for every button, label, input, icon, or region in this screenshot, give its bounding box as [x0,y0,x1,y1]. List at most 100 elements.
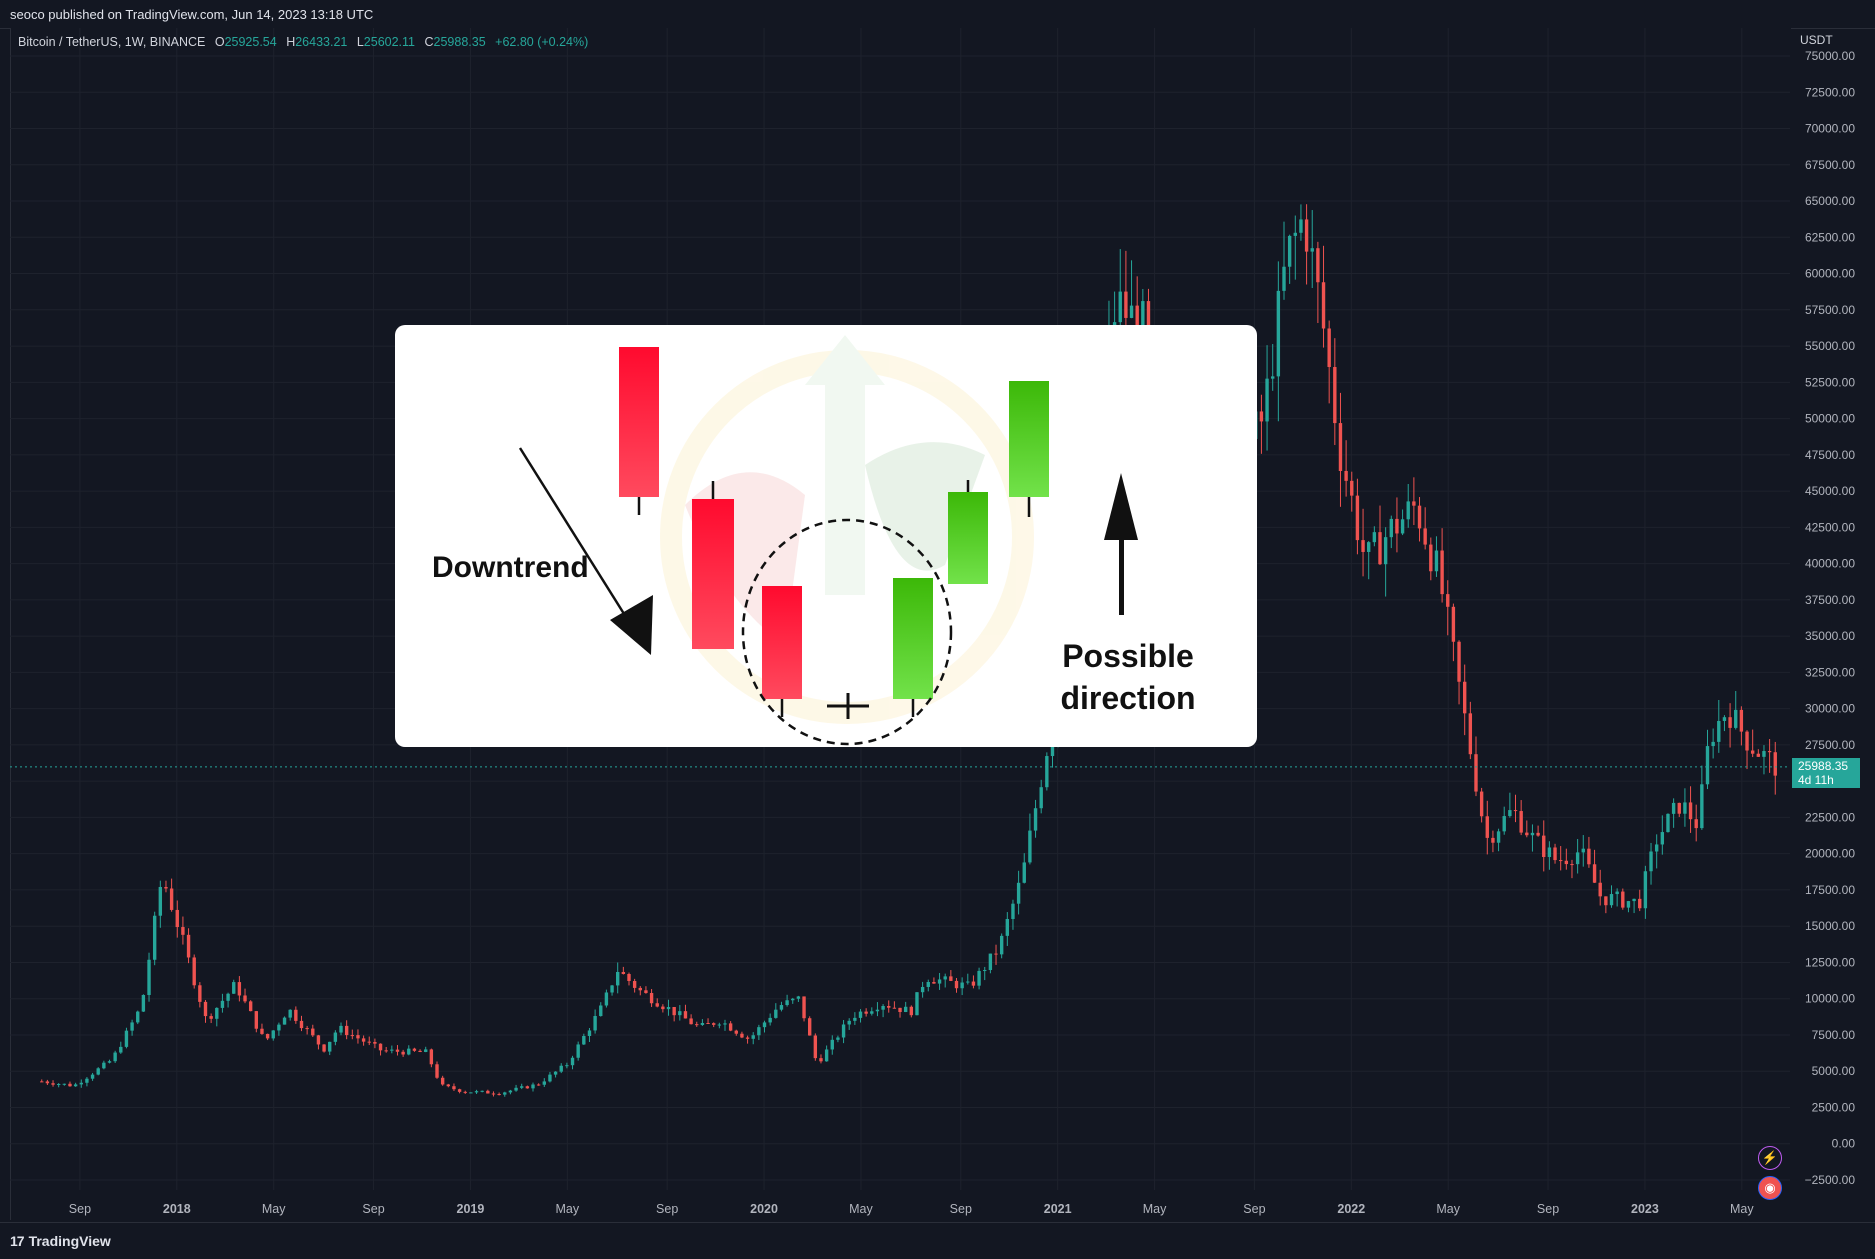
candle-body [367,1041,371,1043]
candle-body [1479,791,1484,817]
candle-body [932,982,936,984]
candle-body [469,1092,473,1094]
candle-body [440,1077,445,1085]
brand-name: TradingView [28,1233,111,1249]
y-tick-label: 5000.00 [1812,1064,1856,1078]
candle-body [807,1018,812,1036]
candle-body [1604,896,1608,906]
candle-body [520,1086,524,1088]
candle-body [40,1081,44,1083]
candle-body [1389,518,1393,538]
candle-body [1575,852,1580,865]
open-value: 25925.54 [224,35,277,49]
y-tick-label: 30000.00 [1805,702,1855,716]
candle-body [1299,219,1303,233]
candle-body [1316,248,1320,283]
candle-body [1649,851,1653,872]
candle-body [1530,832,1535,836]
candle-body [1462,681,1467,714]
candle-body [734,1030,738,1034]
x-tick-label: Sep [1537,1202,1559,1216]
candle-body [1129,305,1134,318]
y-tick-label: 37500.00 [1805,593,1855,607]
candle-body [994,953,998,955]
x-tick-label: May [1143,1202,1167,1216]
lightning-icon[interactable]: ⚡ [1758,1146,1782,1170]
candle-body [1417,505,1422,529]
candle-body [1496,831,1501,843]
candle-body [903,1006,908,1013]
candle-body [51,1083,55,1085]
candle-body [277,1024,281,1031]
candle-body [1767,751,1772,753]
price-tag-value: 25988.35 [1798,759,1849,773]
candle-body [1666,813,1670,833]
candle-body [977,970,981,986]
candle-body [779,1005,784,1010]
y-tick-label: 15000.00 [1805,919,1855,933]
x-tick-label: May [1436,1202,1460,1216]
candle-body [311,1028,315,1036]
candle-body [299,1020,304,1029]
candle-body [418,1050,422,1052]
candle-body [943,976,947,980]
candle-body [751,1035,755,1039]
x-tick-label: May [849,1202,873,1216]
candle-body [683,1011,688,1019]
x-tick-label: Sep [656,1202,678,1216]
candle-body [1643,871,1648,909]
candle-body [847,1020,851,1025]
candle-red-2 [692,499,734,649]
candle-body [243,995,247,1002]
symbol-legend: Bitcoin / TetherUS, 1W, BINANCE O25925.5… [18,35,588,49]
candle-body [892,1007,897,1009]
candle-body [824,1049,829,1062]
candle-body [508,1090,513,1093]
candle-body [1677,802,1681,814]
candle-body [740,1033,744,1038]
candle-body [576,1044,580,1058]
candle-body [565,1065,569,1067]
candle-body [1705,746,1710,785]
candle-body [1638,898,1642,909]
candle-body [1451,606,1456,642]
candle-body [271,1030,275,1039]
candle-body [73,1084,78,1087]
candle-body [424,1049,428,1052]
candle-body [152,915,157,960]
y-tick-label: 62500.00 [1805,230,1855,244]
candle-body [909,1006,914,1016]
x-tick-label: 2021 [1044,1202,1072,1216]
candle-body [1654,844,1659,852]
candle-body [966,981,970,983]
price-tag-countdown: 4d 11h [1798,773,1834,787]
candle-body [316,1035,321,1045]
overlay-card: Downtrend Possible direction [395,325,1257,747]
candle-body [1271,376,1275,379]
candle-body [1570,864,1574,866]
side-icons[interactable]: ⚡ ◉ [1758,1146,1798,1206]
candle-body [1141,301,1145,347]
candle-body [1372,532,1377,543]
candle-body [616,971,620,986]
candle-body [1468,713,1473,755]
candle-body [1502,816,1506,832]
tradingview-logo[interactable]: 17 TradingView [10,1233,111,1249]
candle-body [1683,802,1687,814]
candle-body [1412,501,1416,506]
downtrend-arrow-head [610,595,653,655]
candle-body [248,1001,253,1012]
direction-label: direction [1060,680,1195,716]
candle-body [130,1022,134,1031]
candle-body [254,1011,259,1029]
candle-body [728,1023,733,1031]
candle-body [757,1027,761,1036]
y-tick-label: 10000.00 [1805,992,1855,1006]
close-value: 25988.35 [433,35,486,49]
candle-body [96,1068,100,1075]
candle-body [700,1023,705,1025]
candle-body [350,1035,355,1037]
candle-body [717,1024,722,1026]
candle-green-1 [893,578,933,699]
flag-icon[interactable]: ◉ [1758,1176,1782,1200]
